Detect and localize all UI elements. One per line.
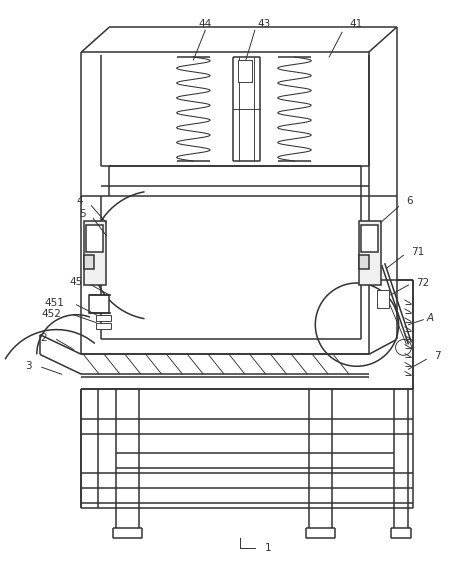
Text: 45: 45: [69, 277, 82, 287]
Text: 5: 5: [79, 209, 85, 218]
Text: 452: 452: [42, 308, 62, 319]
Bar: [96, 323, 111, 329]
Bar: [96, 315, 111, 321]
Bar: [359, 255, 369, 269]
Bar: [361, 225, 378, 252]
Bar: [89, 295, 109, 313]
Text: 7: 7: [434, 351, 441, 361]
Text: 72: 72: [416, 278, 429, 288]
Bar: [84, 255, 94, 269]
Text: 41: 41: [349, 19, 362, 29]
Text: 3: 3: [25, 361, 32, 371]
Text: A: A: [426, 312, 433, 323]
Bar: [84, 221, 106, 285]
Text: 6: 6: [407, 196, 413, 205]
Text: 1: 1: [265, 543, 272, 552]
Bar: [86, 225, 103, 252]
Text: 4: 4: [77, 196, 83, 205]
Text: 451: 451: [45, 298, 64, 308]
Text: 2: 2: [40, 332, 46, 342]
Text: 43: 43: [258, 19, 271, 29]
Bar: [238, 60, 252, 82]
Text: 44: 44: [199, 19, 212, 29]
Bar: [377, 290, 389, 308]
Bar: [359, 221, 381, 285]
Text: 71: 71: [411, 247, 425, 258]
